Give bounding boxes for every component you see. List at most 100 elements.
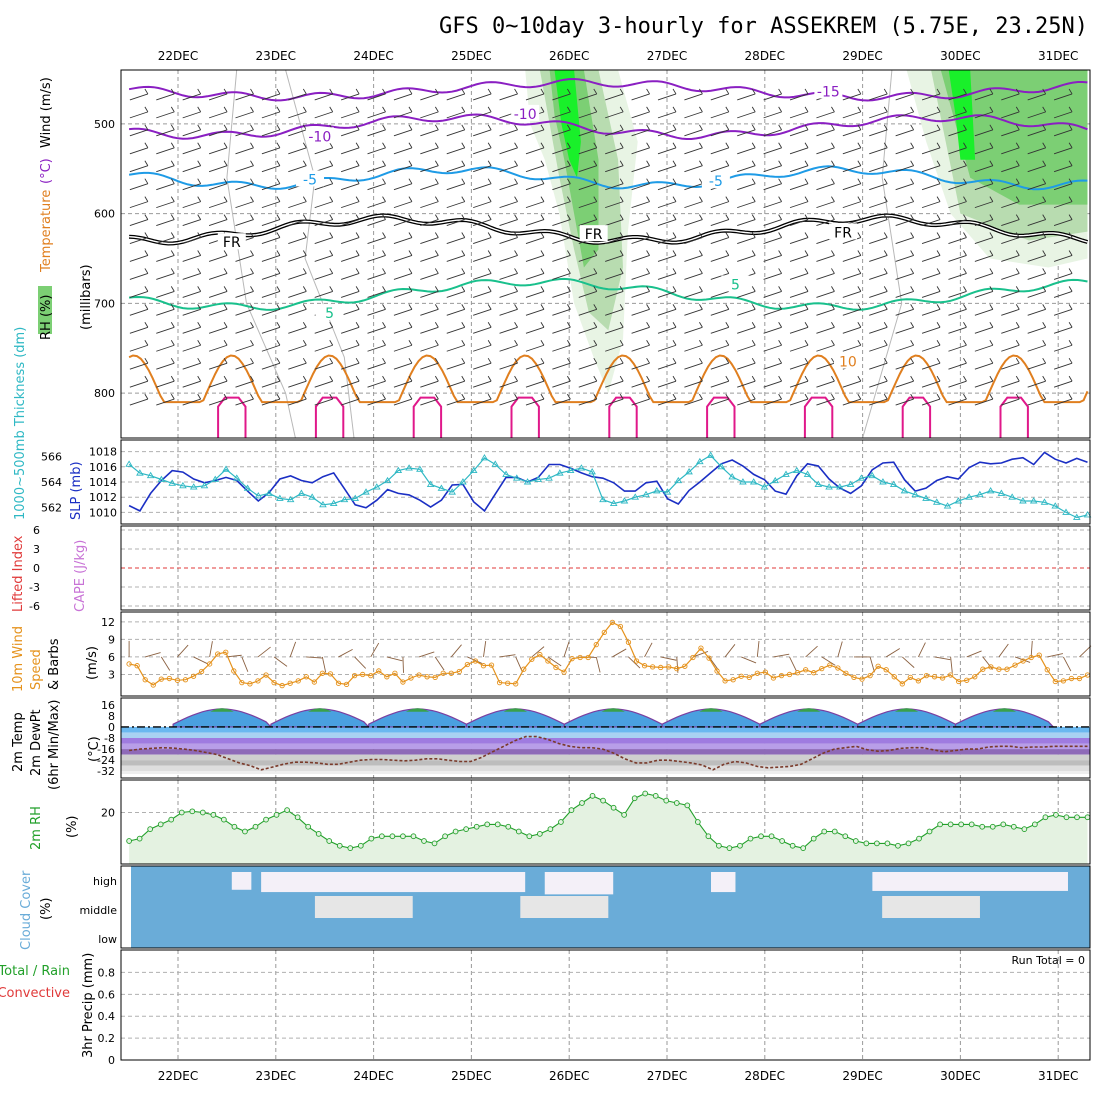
wind-barb bbox=[657, 178, 677, 191]
rh-point bbox=[589, 793, 596, 799]
wind-barb bbox=[631, 357, 650, 370]
wind-barb bbox=[499, 88, 518, 101]
wind-barb-10m bbox=[950, 656, 953, 673]
wind-speed-point bbox=[521, 666, 527, 672]
rh-ylabel-units: (%) bbox=[65, 816, 80, 839]
rh-point bbox=[852, 838, 859, 844]
wind-barb bbox=[340, 393, 360, 406]
wind-barb bbox=[156, 124, 175, 137]
wind-barb bbox=[921, 160, 941, 173]
wind-speed-point bbox=[907, 674, 913, 681]
thickness-point bbox=[243, 484, 252, 491]
wind-barb bbox=[974, 106, 994, 119]
wind-barb bbox=[578, 322, 598, 334]
wind-barb bbox=[605, 160, 624, 173]
wind-barb bbox=[895, 250, 915, 262]
wind-barb-10m bbox=[595, 656, 601, 673]
cloud-middle-gap bbox=[314, 896, 413, 918]
wind-speed-point bbox=[1068, 675, 1075, 682]
wind-speed-point bbox=[843, 670, 849, 676]
wind-barb bbox=[1001, 322, 1020, 334]
wind-barb bbox=[921, 304, 941, 316]
wind-barb bbox=[208, 142, 228, 155]
wind-barb bbox=[1027, 375, 1047, 388]
wind-barb bbox=[499, 286, 518, 298]
thickness-point bbox=[706, 451, 715, 458]
temp-ylabel-units: (°C) bbox=[87, 736, 102, 762]
wind-barb bbox=[1001, 196, 1020, 209]
wind-barb bbox=[605, 375, 624, 388]
wind-barb bbox=[473, 286, 492, 298]
cloud-high-gap bbox=[231, 872, 252, 890]
wind-speed-point bbox=[553, 664, 559, 671]
wind-barb bbox=[552, 178, 571, 191]
wind-barb bbox=[129, 88, 149, 101]
wind-barb bbox=[921, 286, 941, 298]
wind-barb bbox=[974, 178, 994, 191]
rh-point bbox=[284, 807, 290, 813]
wind-barb bbox=[1001, 88, 1020, 101]
wind-barb bbox=[578, 106, 598, 119]
wind-barb bbox=[182, 375, 202, 388]
wind-speed-point bbox=[368, 672, 374, 679]
wind-barb-10m bbox=[386, 656, 403, 662]
rh-point bbox=[473, 823, 480, 830]
rh-area bbox=[129, 793, 1088, 864]
lifted-ytick-label: -6 bbox=[29, 600, 40, 613]
wind-barb bbox=[974, 124, 994, 137]
wind-speed-point bbox=[778, 672, 785, 679]
wind-barb bbox=[948, 124, 967, 137]
wind-barb bbox=[446, 268, 466, 280]
wind-barb-10m bbox=[724, 644, 736, 658]
wind-speed-point bbox=[190, 673, 197, 679]
wind-barb bbox=[1053, 393, 1073, 406]
thickness-point bbox=[749, 478, 758, 485]
wind-barb bbox=[552, 250, 571, 262]
thickness-point bbox=[362, 488, 370, 495]
wind-barb bbox=[842, 286, 862, 298]
wind-speed-point bbox=[714, 668, 720, 674]
wind-barb bbox=[710, 357, 730, 370]
wind-barb-10m bbox=[306, 656, 323, 659]
wind-speed-point bbox=[142, 677, 148, 683]
wind-barb bbox=[1027, 106, 1047, 119]
rh-point bbox=[168, 816, 175, 823]
wind-barb bbox=[340, 196, 360, 209]
thickness-point bbox=[976, 490, 984, 498]
wind-barb bbox=[552, 124, 571, 137]
wind-barb bbox=[631, 304, 650, 316]
wind-barb bbox=[525, 232, 545, 244]
wind-barb bbox=[763, 142, 783, 155]
thickness-point bbox=[502, 470, 510, 477]
wind-barb bbox=[895, 160, 915, 173]
rh-point bbox=[768, 833, 775, 840]
wind-barb bbox=[288, 304, 307, 316]
thickness-point bbox=[351, 494, 360, 501]
temp-diurnal-bump bbox=[857, 708, 957, 728]
wind-barb bbox=[525, 124, 545, 137]
wind-barb bbox=[1027, 250, 1047, 262]
wind-barb bbox=[737, 88, 756, 101]
wind-speed-point bbox=[577, 654, 583, 661]
wind-barb-10m bbox=[869, 656, 875, 673]
wind-barb bbox=[605, 322, 624, 334]
rh-point bbox=[484, 821, 491, 828]
temp-ytick-label: 16 bbox=[101, 699, 115, 712]
bottom-date-label: 27DEC bbox=[647, 1069, 687, 1083]
rh-point bbox=[758, 833, 764, 840]
wind-speed-point bbox=[1036, 652, 1042, 658]
wind-barb bbox=[156, 286, 175, 298]
thickness-point bbox=[168, 479, 176, 486]
wind-speed-point bbox=[931, 674, 938, 680]
rh-ytick-label: 20 bbox=[101, 807, 115, 820]
wind-barb bbox=[182, 124, 202, 137]
wind-barb bbox=[393, 393, 413, 406]
panel-border bbox=[120, 525, 1091, 611]
rh-shade-bright bbox=[948, 70, 976, 160]
cloud-high-gap bbox=[261, 872, 526, 893]
wind-barb bbox=[182, 178, 202, 191]
wind-barb bbox=[288, 160, 307, 173]
wind-barb bbox=[446, 142, 466, 155]
thickness-point bbox=[1062, 508, 1070, 515]
wind-barb bbox=[763, 357, 783, 370]
